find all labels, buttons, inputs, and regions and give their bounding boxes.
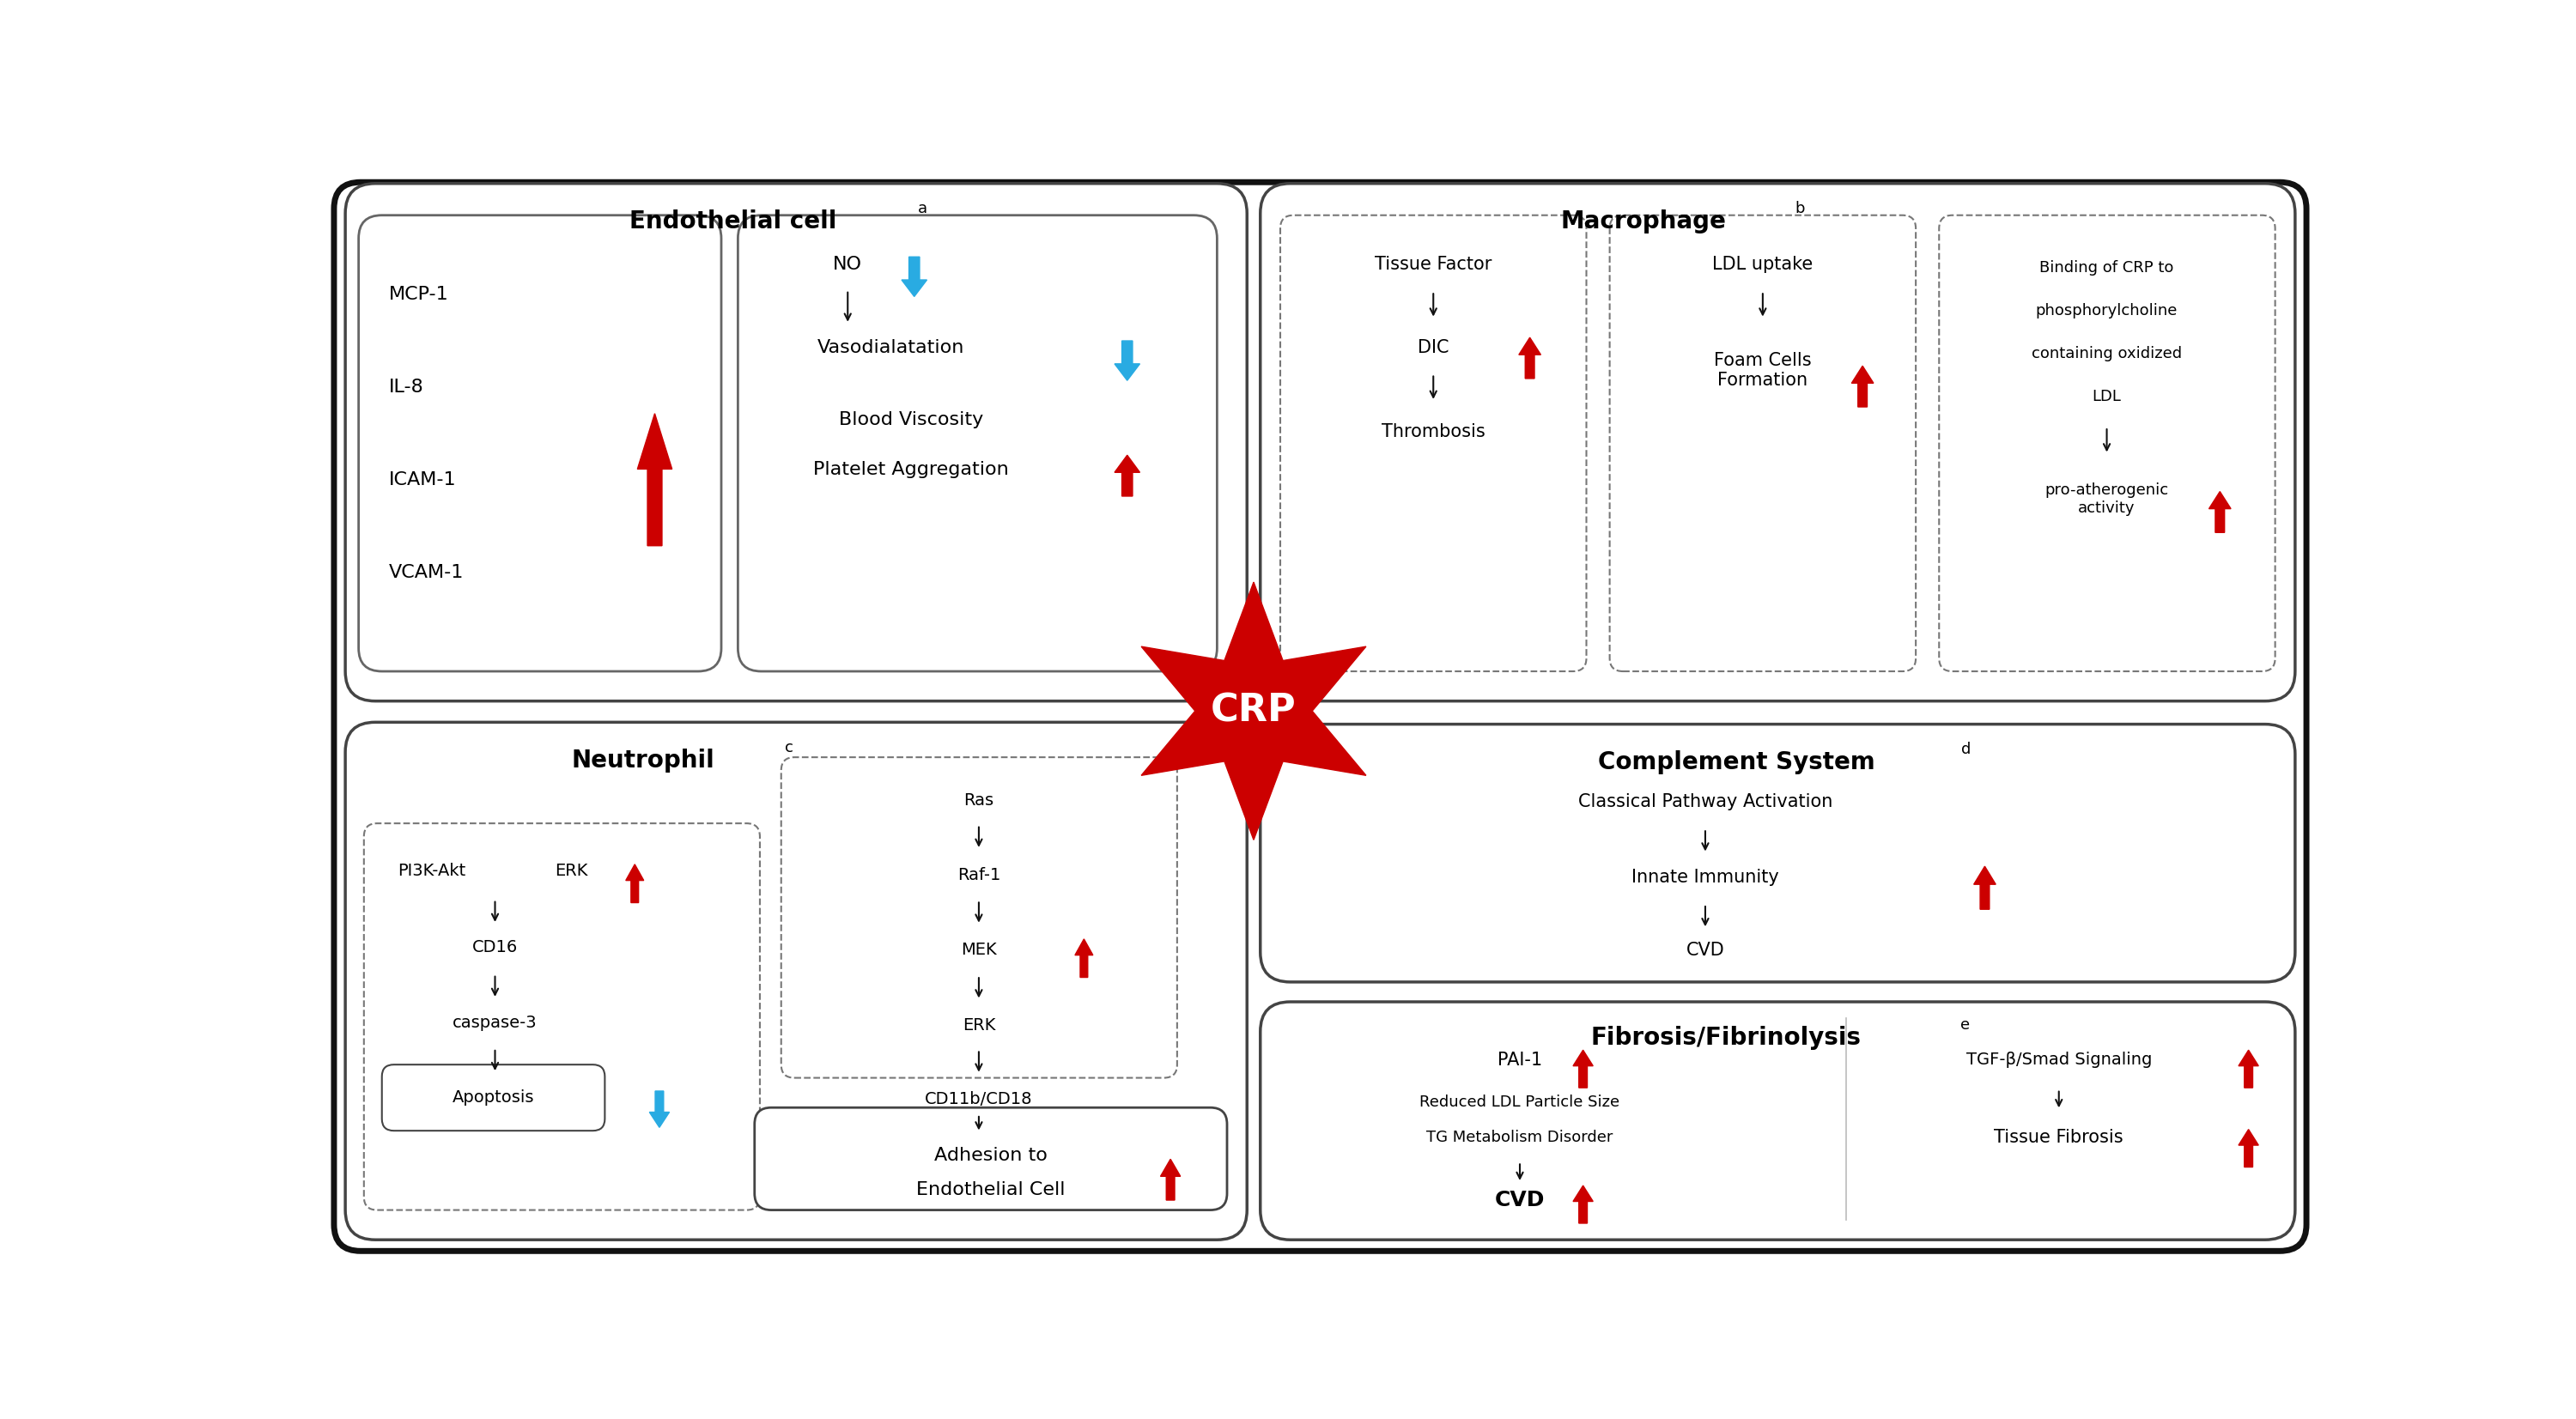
Polygon shape xyxy=(2239,1130,2259,1166)
Text: PAI-1: PAI-1 xyxy=(1497,1051,1543,1069)
FancyBboxPatch shape xyxy=(335,182,2306,1252)
Text: Foam Cells
Formation: Foam Cells Formation xyxy=(1713,352,1811,389)
FancyBboxPatch shape xyxy=(1940,216,2275,671)
Text: Ras: Ras xyxy=(963,792,994,809)
Text: CRP: CRP xyxy=(1211,692,1296,729)
FancyBboxPatch shape xyxy=(1260,1002,2295,1240)
Text: Neutrophil: Neutrophil xyxy=(572,749,714,772)
Polygon shape xyxy=(1520,338,1540,379)
Polygon shape xyxy=(649,1091,670,1128)
Text: caspase-3: caspase-3 xyxy=(453,1015,538,1032)
Text: Tissue Fibrosis: Tissue Fibrosis xyxy=(1994,1128,2123,1147)
Text: phosphorylcholine: phosphorylcholine xyxy=(2035,304,2177,319)
FancyBboxPatch shape xyxy=(345,183,1247,701)
Text: d: d xyxy=(1960,742,1971,758)
Text: TGF-β/Smad Signaling: TGF-β/Smad Signaling xyxy=(1965,1051,2151,1069)
Text: a: a xyxy=(917,201,927,216)
Text: PI3K-Akt: PI3K-Akt xyxy=(397,863,466,880)
Text: CVD: CVD xyxy=(1687,942,1723,959)
Text: Thrombosis: Thrombosis xyxy=(1381,423,1486,440)
Text: Reduced LDL Particle Size: Reduced LDL Particle Size xyxy=(1419,1094,1620,1110)
Polygon shape xyxy=(1115,341,1139,380)
Text: Raf-1: Raf-1 xyxy=(958,867,999,883)
FancyBboxPatch shape xyxy=(345,722,1247,1240)
Text: MCP-1: MCP-1 xyxy=(389,287,448,304)
Text: TG Metabolism Disorder: TG Metabolism Disorder xyxy=(1427,1130,1613,1145)
Text: DIC: DIC xyxy=(1417,339,1448,356)
Text: ERK: ERK xyxy=(963,1017,994,1034)
Polygon shape xyxy=(2239,1050,2259,1088)
Text: CD16: CD16 xyxy=(471,939,518,956)
Polygon shape xyxy=(1973,867,1996,910)
Text: Classical Pathway Activation: Classical Pathway Activation xyxy=(1579,793,1832,810)
Polygon shape xyxy=(1574,1185,1592,1223)
Polygon shape xyxy=(1852,366,1873,407)
FancyBboxPatch shape xyxy=(755,1108,1226,1210)
Polygon shape xyxy=(1141,582,1365,840)
FancyBboxPatch shape xyxy=(1260,183,2295,701)
Text: VCAM-1: VCAM-1 xyxy=(389,563,464,580)
FancyBboxPatch shape xyxy=(1280,216,1587,671)
Polygon shape xyxy=(2210,491,2231,532)
Text: e: e xyxy=(1960,1017,1971,1033)
Text: Blood Viscosity: Blood Viscosity xyxy=(840,412,984,429)
Text: pro-atherogenic
activity: pro-atherogenic activity xyxy=(2045,482,2169,517)
Polygon shape xyxy=(1115,455,1139,497)
Text: NO: NO xyxy=(832,257,863,274)
Text: Innate Immunity: Innate Immunity xyxy=(1631,868,1780,885)
FancyBboxPatch shape xyxy=(381,1064,605,1131)
Text: Adhesion to: Adhesion to xyxy=(935,1147,1048,1164)
FancyBboxPatch shape xyxy=(363,823,760,1210)
FancyBboxPatch shape xyxy=(737,216,1216,671)
Text: ICAM-1: ICAM-1 xyxy=(389,471,456,488)
Text: c: c xyxy=(786,739,793,755)
Text: Platelet Aggregation: Platelet Aggregation xyxy=(814,461,1010,478)
Text: CD11b/CD18: CD11b/CD18 xyxy=(925,1091,1033,1108)
Polygon shape xyxy=(1574,1050,1592,1088)
Text: Apoptosis: Apoptosis xyxy=(451,1090,533,1105)
Text: Tissue Factor: Tissue Factor xyxy=(1376,257,1492,274)
Text: containing oxidized: containing oxidized xyxy=(2032,346,2182,362)
Polygon shape xyxy=(902,257,927,297)
Text: IL-8: IL-8 xyxy=(389,379,422,396)
FancyBboxPatch shape xyxy=(1260,724,2295,982)
Text: Macrophage: Macrophage xyxy=(1561,210,1726,234)
Text: MEK: MEK xyxy=(961,942,997,958)
Polygon shape xyxy=(1159,1159,1180,1200)
Text: LDL: LDL xyxy=(2092,389,2120,404)
Polygon shape xyxy=(626,864,644,902)
Text: CVD: CVD xyxy=(1494,1189,1546,1210)
Text: Fibrosis/Fibrinolysis: Fibrosis/Fibrinolysis xyxy=(1592,1026,1862,1050)
FancyBboxPatch shape xyxy=(358,216,721,671)
FancyBboxPatch shape xyxy=(1610,216,1917,671)
Text: Binding of CRP to: Binding of CRP to xyxy=(2040,260,2174,275)
Text: Vasodialatation: Vasodialatation xyxy=(817,339,963,356)
Text: Complement System: Complement System xyxy=(1597,751,1875,775)
Text: Endothelial Cell: Endothelial Cell xyxy=(917,1182,1066,1199)
FancyBboxPatch shape xyxy=(781,758,1177,1078)
Polygon shape xyxy=(1074,939,1092,978)
Text: LDL uptake: LDL uptake xyxy=(1713,257,1814,274)
Text: Endothelial cell: Endothelial cell xyxy=(629,210,837,234)
Polygon shape xyxy=(636,413,672,546)
Text: ERK: ERK xyxy=(554,863,587,880)
Text: b: b xyxy=(1795,201,1806,216)
